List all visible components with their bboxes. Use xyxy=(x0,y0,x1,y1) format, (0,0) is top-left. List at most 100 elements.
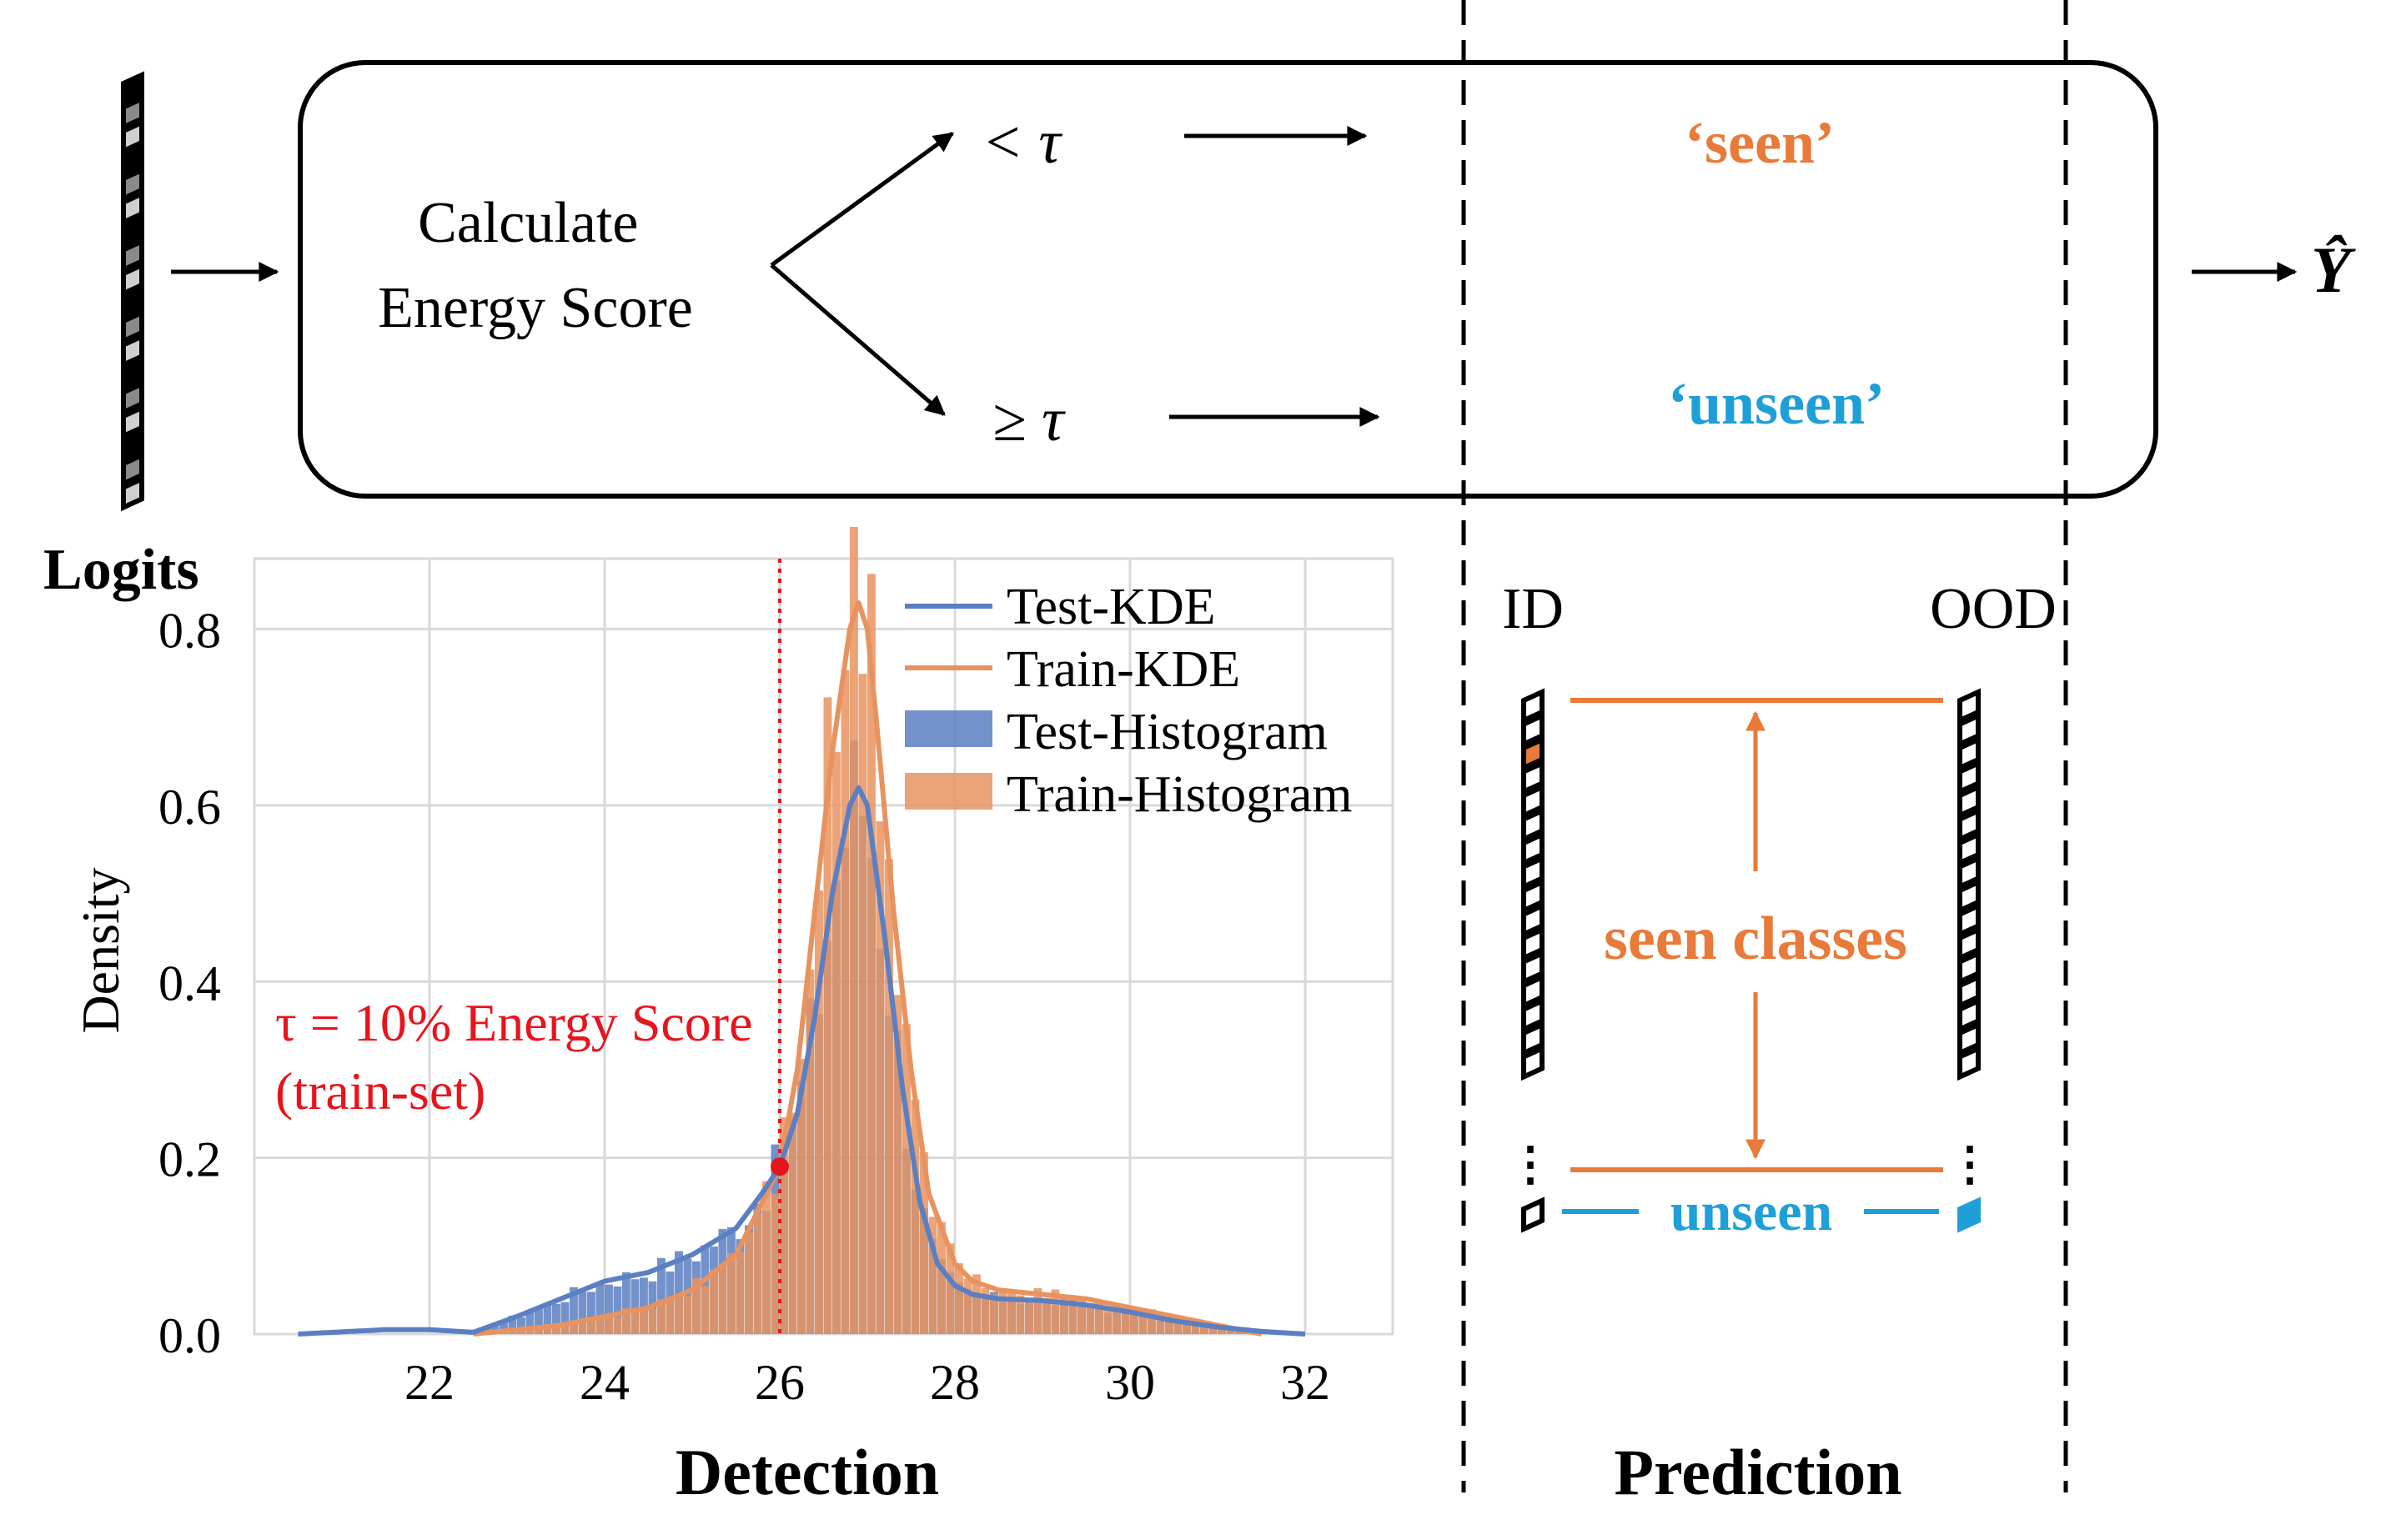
logit-cell xyxy=(121,451,144,488)
id-cell xyxy=(1521,854,1545,891)
y-hat-output: Ŷ xyxy=(2311,233,2356,306)
unseen-class-label: unseen xyxy=(1670,1181,1832,1242)
test-histogram-bar xyxy=(570,1287,578,1334)
x-tick-label: 26 xyxy=(755,1355,805,1410)
test-histogram-bar xyxy=(675,1251,683,1334)
ood-cell xyxy=(1957,735,1981,772)
train-histogram-bar xyxy=(613,1317,622,1334)
logit-cell xyxy=(121,261,144,298)
test-histogram-bar xyxy=(552,1303,560,1334)
branch-lt-label: < τ xyxy=(982,108,1062,177)
train-histogram-bar xyxy=(675,1295,683,1334)
train-histogram-bar xyxy=(1051,1289,1060,1334)
legend-test-kde: Test-KDE xyxy=(1007,579,1215,635)
ood-label: OOD xyxy=(1930,577,2057,641)
train-histogram-bar xyxy=(876,821,885,1334)
train-histogram-bar xyxy=(858,674,867,1334)
ood-cell xyxy=(1957,973,1981,1010)
train-histogram-bar xyxy=(701,1286,710,1334)
id-cell xyxy=(1521,973,1545,1010)
ood-vector-icon xyxy=(1957,688,1981,1233)
train-histogram-bar xyxy=(727,1253,736,1334)
y-tick-label: 0.8 xyxy=(158,604,221,659)
train-histogram-bar xyxy=(780,1117,788,1334)
branch-down-arrow xyxy=(770,263,946,416)
id-cell xyxy=(1521,949,1545,986)
train-histogram-bar xyxy=(1033,1287,1042,1334)
test-histogram-bar xyxy=(640,1277,648,1334)
logits-label: Logits xyxy=(43,538,199,602)
train-histogram-bar xyxy=(657,1299,666,1334)
ood-cell xyxy=(1957,830,1981,867)
test-histogram-bar xyxy=(500,1322,508,1334)
id-cell xyxy=(1521,996,1545,1034)
train-histogram-bar xyxy=(595,1318,605,1334)
id-dots: ⋮ xyxy=(1507,1139,1554,1191)
ood-cell xyxy=(1957,854,1981,891)
test-histogram-bar xyxy=(622,1272,630,1334)
id-label: ID xyxy=(1502,577,1564,641)
train-histogram-bar xyxy=(1138,1309,1148,1334)
test-histogram-bar xyxy=(560,1302,570,1334)
train-histogram-bar xyxy=(963,1278,972,1334)
x-tick-label: 32 xyxy=(1280,1355,1330,1410)
train-histogram-bar xyxy=(893,995,902,1334)
unseen-output-label: ‘unseen’ xyxy=(1668,370,1885,437)
train-histogram-bar xyxy=(578,1321,587,1334)
train-histogram-bar xyxy=(841,670,850,1334)
train-histogram-bar xyxy=(630,1308,640,1334)
train-histogram-bar xyxy=(1113,1309,1121,1334)
ood-cell xyxy=(1957,783,1981,820)
id-cell xyxy=(1521,783,1545,820)
ood-cell xyxy=(1957,806,1981,844)
train-histogram-bar xyxy=(605,1314,613,1334)
x-tick-label: 28 xyxy=(930,1355,980,1410)
logit-cell xyxy=(121,379,144,417)
train-kde-curve xyxy=(472,599,1263,1337)
logit-cell xyxy=(121,118,144,155)
logit-cell xyxy=(121,404,144,440)
train-histogram-bar xyxy=(1025,1298,1033,1334)
logit-cell xyxy=(121,356,144,393)
train-histogram-bar xyxy=(718,1266,727,1334)
calc-line1: Calculate xyxy=(418,191,638,255)
test-histogram-bar xyxy=(630,1279,640,1334)
calc-line2: Energy Score xyxy=(378,276,693,340)
kde-curves xyxy=(297,599,1306,1337)
test-histogram-bar xyxy=(587,1292,595,1334)
threshold-point xyxy=(771,1157,789,1176)
x-tick-label: 22 xyxy=(404,1355,455,1410)
id-cell xyxy=(1521,688,1545,725)
logits-vector-icon xyxy=(121,71,144,512)
ood-cell xyxy=(1957,949,1981,986)
ood-dots: ⋮ xyxy=(1946,1139,1993,1191)
ood-cell xyxy=(1957,996,1981,1034)
id-cell xyxy=(1521,1044,1545,1081)
train-histogram-bar xyxy=(823,697,832,1334)
ood-cell xyxy=(1957,1021,1981,1057)
histograms xyxy=(473,526,1296,1334)
ood-cell xyxy=(1957,901,1981,939)
train-histogram-bar xyxy=(815,890,823,1334)
train-histogram-bar xyxy=(797,1059,806,1334)
y-tick-label: 0.6 xyxy=(158,780,221,835)
id-unseen-cell xyxy=(1521,1196,1545,1233)
logit-cell xyxy=(121,474,144,512)
test-histogram-bar xyxy=(578,1292,587,1334)
train-histogram-bar xyxy=(1121,1307,1130,1334)
calculate-energy-label: Calculate Energy Score xyxy=(378,191,693,340)
y-tick-label: 0.0 xyxy=(158,1308,221,1363)
train-histogram-bar xyxy=(806,969,815,1334)
logit-cell xyxy=(121,309,144,345)
logit-cell xyxy=(121,284,144,322)
threshold-marker xyxy=(771,559,789,1334)
detection-title: Detection xyxy=(676,1436,939,1508)
legend-test-hist: Test-Histogram xyxy=(1007,704,1328,760)
test-histogram-bar xyxy=(508,1315,517,1334)
x-tick-label: 30 xyxy=(1105,1355,1155,1410)
id-cell xyxy=(1521,735,1545,772)
train-histogram-bar xyxy=(920,1151,928,1334)
train-histogram-bar xyxy=(1086,1302,1095,1334)
train-histogram-bar xyxy=(928,1216,937,1334)
logit-cell xyxy=(121,237,144,274)
